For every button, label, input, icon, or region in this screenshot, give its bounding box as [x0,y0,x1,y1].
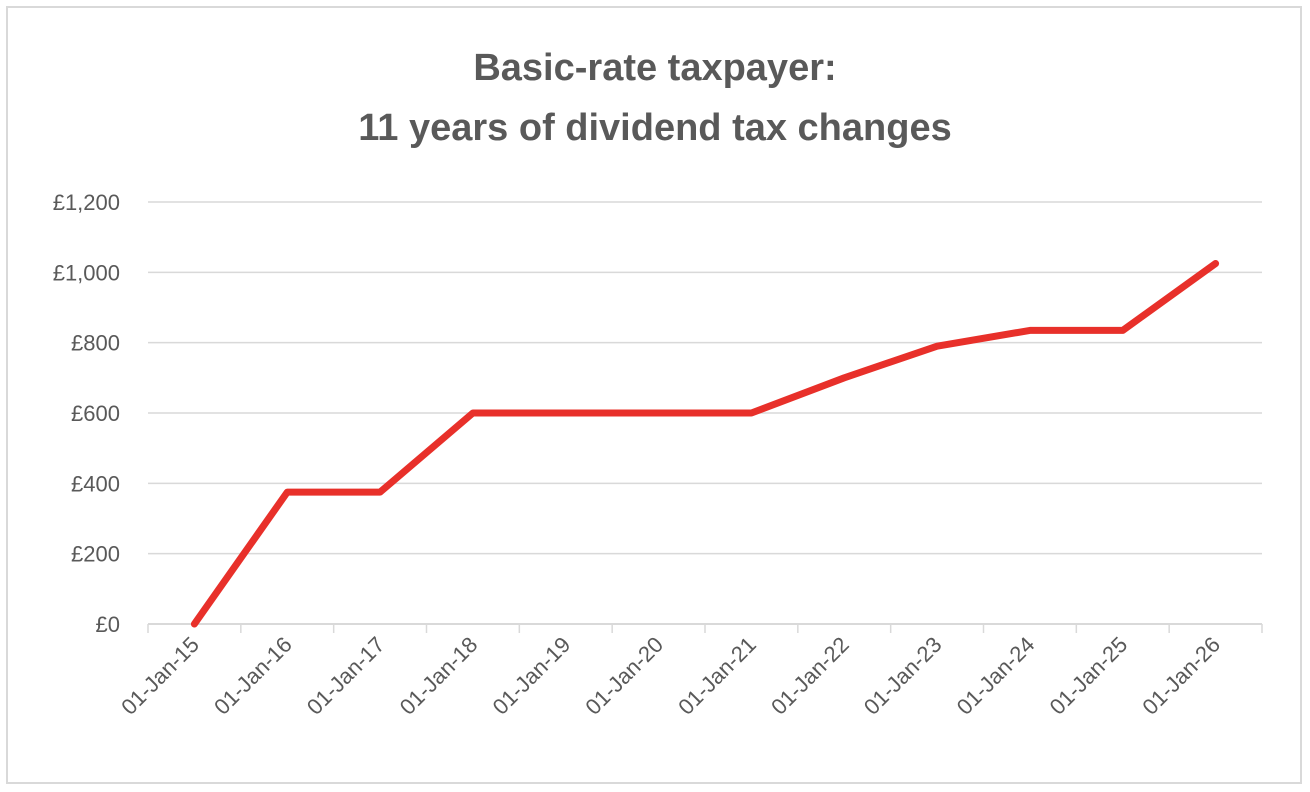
x-tick-label: 01-Jan-20 [580,632,668,720]
x-tick-label: 01-Jan-17 [302,632,390,720]
y-tick-label: £800 [71,331,120,356]
x-tick-label: 01-Jan-18 [395,632,483,720]
chart-frame [6,6,1302,784]
chart-title-line-1: Basic-rate taxpayer: [473,47,837,89]
x-tick-label: 01-Jan-19 [488,632,576,720]
x-tick-label: 01-Jan-23 [859,632,947,720]
x-tick-label: 01-Jan-26 [1137,632,1225,720]
chart-title: Basic-rate taxpayer: 11 years of dividen… [0,38,1310,158]
y-tick-label: £1,000 [53,260,120,285]
y-tick-label: £600 [71,401,120,426]
chart-title-line-2: 11 years of dividend tax changes [358,107,952,149]
x-tick-label: 01-Jan-16 [209,632,297,720]
x-tick-label: 01-Jan-24 [952,632,1040,720]
x-tick-label: 01-Jan-22 [766,632,854,720]
series-line [190,260,1220,628]
y-tick-label: £200 [71,542,120,567]
x-tick-label: 01-Jan-15 [116,632,204,720]
y-tick-label: £400 [71,471,120,496]
x-tick-label: 01-Jan-21 [673,632,761,720]
x-tick-label: 01-Jan-25 [1045,632,1133,720]
y-tick-label: £0 [96,612,120,637]
y-tick-label: £1,200 [53,190,120,215]
